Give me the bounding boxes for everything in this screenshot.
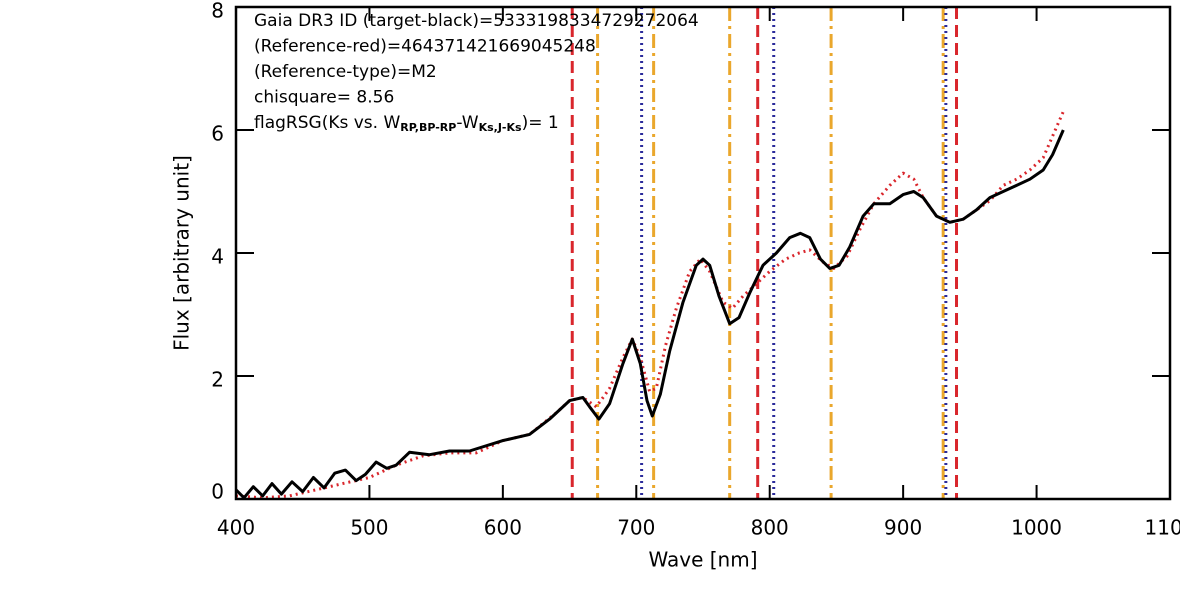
annotation-part: flagRSG(Ks vs. W <box>254 113 400 133</box>
annotation-part: Ks,J-Ks <box>479 121 522 134</box>
annotation-part: Gaia DR3 ID (target-black)=5333198334729… <box>254 11 699 31</box>
x-tick-label: 700 <box>617 516 655 540</box>
x-tick-label: 500 <box>350 516 388 540</box>
y-tick-label: 6 <box>211 122 224 146</box>
y-axis-label: Flux [arbitrary unit] <box>170 155 194 351</box>
x-tick-label: 800 <box>751 516 789 540</box>
x-tick-label: 1000 <box>1011 516 1062 540</box>
annotation-part: (Reference-type)=M2 <box>254 62 437 82</box>
annotation-part: chisquare= 8.56 <box>254 88 394 108</box>
data-line <box>235 110 1065 500</box>
annotation: chisquare= 8.56 <box>254 88 394 108</box>
annotation-part: -W <box>456 113 478 133</box>
x-tick-label: 600 <box>484 516 522 540</box>
y-tick-label: 4 <box>211 245 224 269</box>
data-line <box>234 129 1065 500</box>
annotation-part: RP,BP-RP <box>400 121 456 134</box>
annotation: Gaia DR3 ID (target-black)=5333198334729… <box>254 11 699 31</box>
annotation: flagRSG(Ks vs. WRP,BP-RP-WKs,J-Ks)= 1 <box>254 113 559 134</box>
x-tick-label: 900 <box>884 516 922 540</box>
x-tick-label: 400 <box>217 516 255 540</box>
y-tick-label: 0 <box>211 480 224 504</box>
annotation: (Reference-type)=M2 <box>254 62 437 82</box>
annotation-part: (Reference-red)=464371421669045248 <box>254 37 596 57</box>
annotation-part: )= 1 <box>522 113 559 133</box>
y-tick-label: 2 <box>211 368 224 392</box>
y-tick-label: 8 <box>211 0 224 23</box>
annotation: (Reference-red)=464371421669045248 <box>254 37 596 57</box>
x-axis-label: Wave [nm] <box>648 548 757 572</box>
